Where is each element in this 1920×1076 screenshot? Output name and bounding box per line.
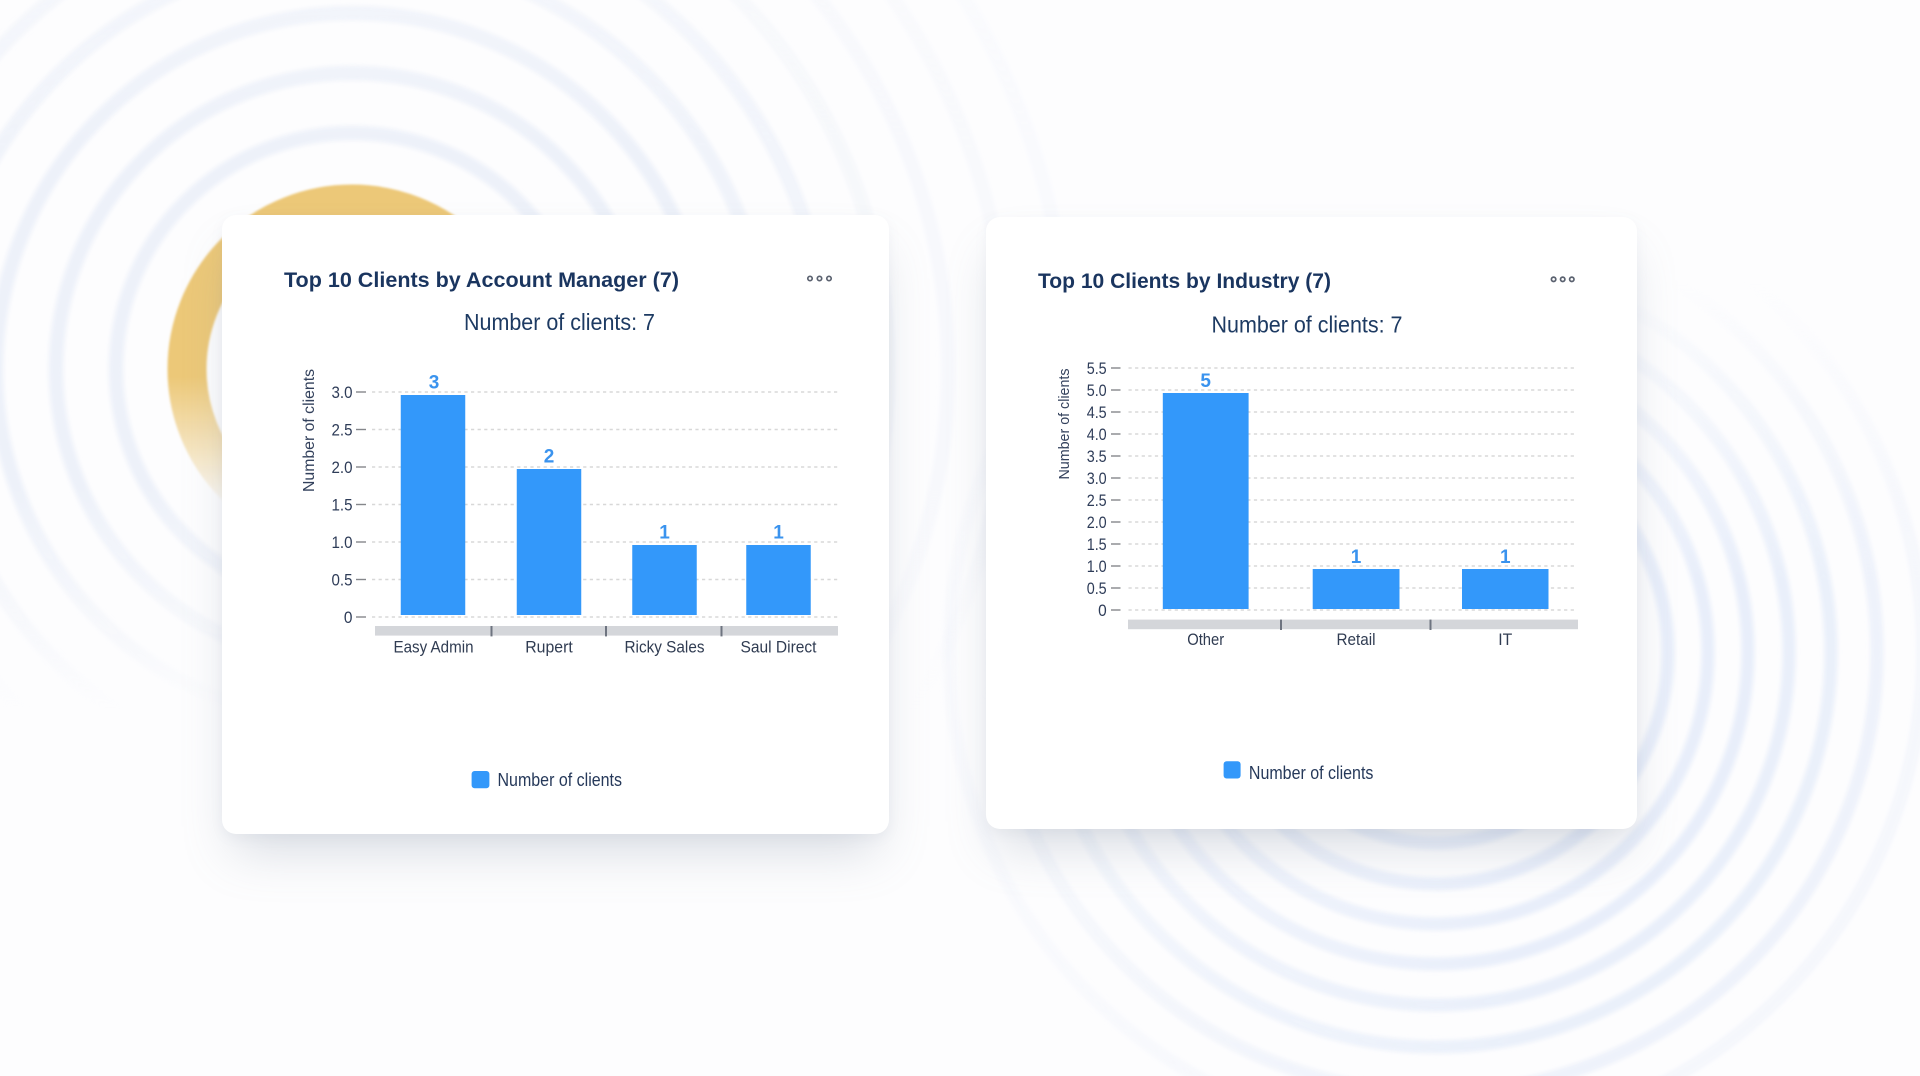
svg-text:1.5: 1.5 (332, 496, 353, 515)
svg-text:1: 1 (1500, 547, 1511, 568)
svg-text:1: 1 (659, 522, 670, 543)
svg-text:3.5: 3.5 (1087, 447, 1107, 466)
svg-text:Rupert: Rupert (525, 638, 573, 657)
svg-text:Number of clients: 7: Number of clients: 7 (1212, 312, 1403, 338)
svg-text:1: 1 (1351, 547, 1362, 568)
svg-text:Number of clients: 7: Number of clients: 7 (464, 309, 655, 335)
svg-text:1.5: 1.5 (1087, 535, 1107, 554)
svg-text:4.0: 4.0 (1087, 425, 1107, 444)
svg-text:Saul Direct: Saul Direct (741, 638, 817, 657)
svg-text:Retail: Retail (1337, 630, 1376, 649)
svg-text:2.0: 2.0 (332, 458, 353, 477)
svg-text:0.5: 0.5 (332, 571, 353, 590)
svg-text:Top 10 Clients by Account Mana: Top 10 Clients by Account Manager (7) (284, 268, 679, 292)
svg-text:Other: Other (1187, 630, 1224, 649)
svg-text:0.5: 0.5 (1087, 579, 1107, 598)
svg-text:Number of clients: Number of clients (1249, 763, 1374, 783)
svg-text:3: 3 (429, 372, 440, 393)
svg-text:0: 0 (1098, 601, 1107, 620)
svg-text:1: 1 (773, 522, 784, 543)
svg-text:4.5: 4.5 (1087, 403, 1107, 422)
svg-text:Number of clients: Number of clients (301, 369, 318, 492)
svg-text:Number of clients: Number of clients (1056, 369, 1073, 480)
svg-text:3.0: 3.0 (1087, 469, 1107, 488)
svg-text:5.5: 5.5 (1087, 359, 1107, 378)
svg-text:Ricky Sales: Ricky Sales (625, 638, 705, 657)
svg-text:2: 2 (544, 446, 555, 467)
svg-text:1.0: 1.0 (1087, 557, 1107, 576)
svg-text:2.0: 2.0 (1087, 513, 1107, 532)
svg-text:3.0: 3.0 (332, 383, 353, 402)
svg-text:Top 10 Clients by Industry (7): Top 10 Clients by Industry (7) (1038, 269, 1331, 293)
svg-text:Easy Admin: Easy Admin (394, 638, 474, 657)
svg-text:0: 0 (344, 608, 353, 627)
svg-text:2.5: 2.5 (1087, 491, 1107, 510)
svg-text:5.0: 5.0 (1087, 381, 1107, 400)
svg-text:5: 5 (1200, 371, 1211, 392)
svg-text:IT: IT (1498, 630, 1512, 649)
svg-text:Number of clients: Number of clients (498, 770, 623, 790)
svg-text:1.0: 1.0 (332, 533, 353, 552)
svg-text:2.5: 2.5 (332, 421, 353, 440)
